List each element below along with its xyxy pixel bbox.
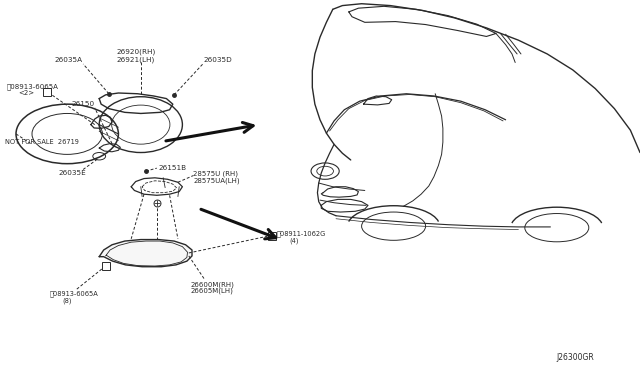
Text: J26300GR: J26300GR [557,353,595,362]
Text: (4): (4) [289,237,299,244]
Text: 26600M(RH): 26600M(RH) [191,281,235,288]
Text: 26605M(LH): 26605M(LH) [191,288,234,294]
Text: NOT FOR SALE  26719: NOT FOR SALE 26719 [5,139,79,145]
Text: ⓝ08913-6065A: ⓝ08913-6065A [50,291,99,297]
Text: 26150: 26150 [72,101,95,107]
Text: 26035A: 26035A [54,57,83,62]
Text: 28575U (RH): 28575U (RH) [193,171,238,177]
Text: 26151B: 26151B [159,165,187,171]
Text: 26035D: 26035D [204,57,232,62]
Text: <2>: <2> [18,90,34,96]
Polygon shape [99,240,192,267]
Text: ⓝ08913-6065A: ⓝ08913-6065A [6,83,58,90]
Text: 28575UA(LH): 28575UA(LH) [193,177,240,184]
Text: ⓝ08911-1062G: ⓝ08911-1062G [276,230,326,237]
Text: (8): (8) [63,297,72,304]
Text: 26035E: 26035E [59,170,86,176]
Text: 26921(LH): 26921(LH) [116,56,155,63]
Text: 26920(RH): 26920(RH) [116,49,156,55]
